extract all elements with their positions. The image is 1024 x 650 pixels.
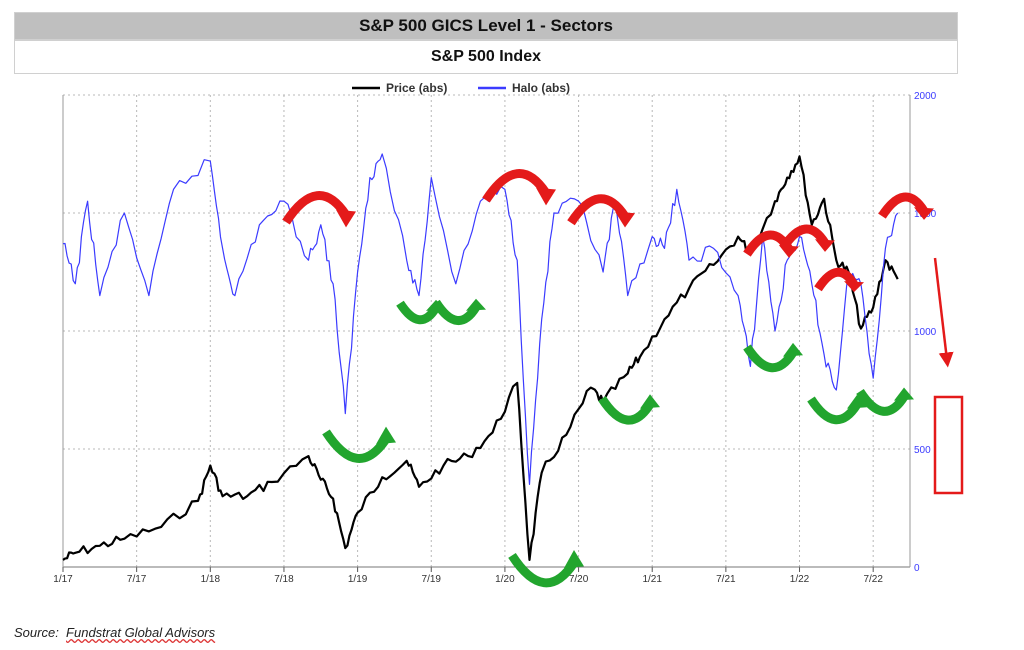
x-tick-label: 1/19 [348,574,368,585]
turn-down-arrow-5 [779,224,829,251]
source-org: Fundstrat Global Advisors [66,625,216,640]
turn-down-arrow-6 [814,267,858,292]
turn-up-arrow-6-head [783,342,803,357]
turn-up-arrow-4 [508,552,578,588]
legend-halo-label: Halo (abs) [512,81,570,95]
price-line [62,155,899,561]
turn-down-arrow-1 [282,191,350,225]
x-tick-label: 7/22 [863,574,883,585]
forecast-down-arrow [933,257,954,368]
turn-down-arrow-7-head [914,207,934,220]
series [62,153,899,561]
turn-down-arrow-3-head [615,211,635,228]
turn-down-arrow-7 [878,192,928,219]
x-tick-label: 7/17 [127,574,147,585]
turn-down-arrow-3 [567,194,629,226]
x-tick-label: 7/21 [716,574,736,585]
x-tick-label: 7/19 [422,574,442,585]
turn-up-arrow-3 [432,299,480,325]
x-tick-label: 1/21 [642,574,662,585]
turn-down-arrow-2 [482,169,550,203]
turn-down-arrow-2-head [536,187,556,206]
turn-up-arrow-6 [743,344,797,373]
turn-up-arrow-8-head [894,387,914,401]
y-tick-label: 500 [914,445,931,456]
turn-down-arrow-6-head [844,281,864,293]
y-tick-label: 0 [914,563,920,574]
x-tick-label: 7/20 [569,574,589,585]
turn-up-arrow-5 [598,396,654,425]
turn-up-arrow-7-head [847,394,867,409]
halo-line [62,153,899,485]
chart-subtitle: S&P 500 Index [14,40,958,74]
axes: 05001000150020001/177/171/187/181/197/19… [53,91,936,585]
x-tick-label: 1/18 [201,574,221,585]
turn-down-arrow-5-head [815,239,835,252]
chart-title: S&P 500 GICS Level 1 - Sectors [14,12,958,40]
turn-down-arrow-1-head [336,209,356,228]
source-prefix: Source: [14,625,59,640]
y-tick-label: 1000 [914,327,937,338]
turn-up-arrow-7 [807,396,861,425]
turn-up-arrow-4-head [564,550,584,569]
legend-halo: Halo (abs) [478,81,570,95]
y-tick-label: 2000 [914,91,937,102]
source-note: Source: Fundstrat Global Advisors [14,625,215,640]
legend-price-label: Price (abs) [386,81,447,95]
legend: Price (abs) Halo (abs) [352,81,570,95]
grid [62,94,910,567]
chart-title-text: S&P 500 GICS Level 1 - Sectors [359,16,613,35]
forecast-box [933,395,964,495]
turn-up-arrow-1-head [376,426,396,445]
annotations [282,169,964,588]
x-tick-label: 1/22 [790,574,810,585]
x-tick-label: 1/20 [495,574,515,585]
turn-up-arrow-2 [396,300,440,325]
turn-up-arrow-5-head [640,394,660,409]
legend-price: Price (abs) [352,81,447,95]
x-tick-label: 1/17 [53,574,73,585]
chart-subtitle-text: S&P 500 Index [431,48,541,65]
turn-up-arrow-1 [322,429,390,463]
turn-up-arrow-8 [856,388,908,416]
x-tick-label: 7/18 [274,574,294,585]
turn-up-arrow-3-head [466,298,486,311]
